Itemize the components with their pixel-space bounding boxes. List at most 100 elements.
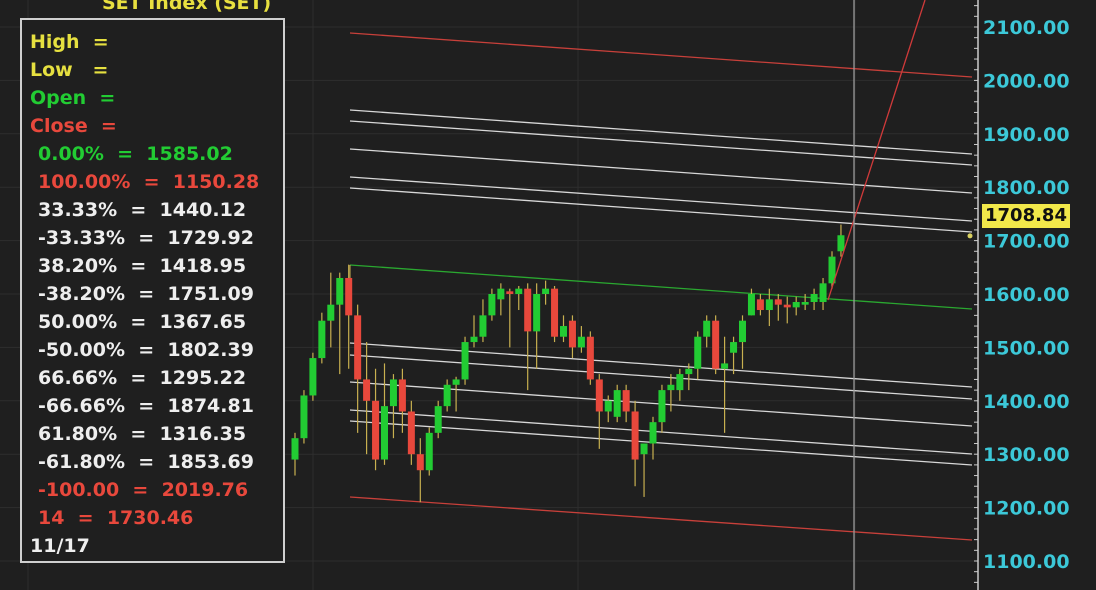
candle-up	[434, 406, 442, 433]
y-tick-label: 1100.00	[983, 551, 1070, 573]
candle-up	[291, 438, 299, 460]
candle-up	[470, 336, 478, 343]
y-tick-label: 1200.00	[983, 498, 1070, 520]
fib-line-upper-red	[349, 32, 973, 78]
candle-down	[783, 304, 791, 308]
candle-up	[613, 390, 621, 417]
fib-level-0: 0.00% = 1585.02	[38, 143, 233, 165]
candle-up	[685, 368, 693, 375]
candle-up	[604, 400, 612, 412]
candle-down	[398, 379, 406, 412]
y-tick-label: 1900.00	[983, 124, 1070, 146]
fib-level-3: -33.33% = 1729.92	[38, 227, 254, 249]
fib-level-7: -50.00% = 1802.39	[38, 339, 254, 361]
candle-down	[622, 390, 630, 412]
candle-up	[461, 342, 469, 380]
fib-level-6: 50.00% = 1367.65	[38, 311, 247, 333]
candle-down	[586, 336, 594, 380]
y-tick-label: 1500.00	[983, 337, 1070, 359]
info-panel: High = Low = Open = Close = 0.00% = 1585…	[20, 18, 285, 563]
candle-up	[694, 336, 702, 369]
fib-levels-list: 0.00% = 1585.02 100.00% = 1150.28 33.33% =…	[30, 140, 283, 532]
fib-line-lower-red	[349, 496, 973, 541]
fib-line-upper	[349, 187, 973, 233]
candle-up	[828, 256, 836, 284]
fib-line-upper	[349, 109, 973, 155]
candle-up	[381, 406, 388, 460]
fib-level-5: -38.20% = 1751.09	[38, 283, 254, 305]
candle-up	[300, 395, 308, 439]
candle-up	[533, 294, 541, 332]
trend-line	[827, 0, 926, 301]
fib-level-2: 33.33% = 1440.12	[38, 199, 247, 221]
fib-level-11: -61.80% = 1853.69	[38, 451, 254, 473]
fib-line-upper	[349, 120, 973, 166]
candle-down	[756, 299, 764, 311]
candle-up	[479, 315, 487, 337]
last-price-badge: 1708.84	[982, 204, 1070, 228]
candle-up	[765, 299, 773, 311]
candle-down	[506, 291, 514, 294]
y-tick-label: 2100.00	[983, 17, 1070, 39]
candle-up	[667, 384, 675, 391]
candle-up	[837, 235, 845, 252]
chart-title: SET Index (SET)	[102, 0, 272, 14]
y-tick-label: 2000.00	[983, 70, 1070, 92]
candle-down	[354, 315, 362, 380]
candle-down	[363, 379, 371, 401]
fib-line-upper	[349, 148, 973, 194]
candle-up	[542, 288, 550, 294]
candle-up	[810, 294, 818, 303]
candle-down	[595, 379, 603, 412]
candle-up	[309, 358, 317, 396]
candle-up	[676, 374, 684, 391]
candle-up	[739, 320, 746, 343]
candle-down	[524, 288, 532, 332]
y-tick-label: 1600.00	[983, 284, 1070, 306]
fib-level-13: 14 = 1730.46	[38, 507, 194, 529]
candle-up	[730, 342, 738, 353]
fib-line-lower	[349, 409, 973, 455]
candle-down	[407, 411, 415, 455]
candle-up	[792, 302, 800, 308]
candle-up	[747, 294, 755, 316]
open-label: Open =	[30, 87, 116, 109]
low-label: Low =	[30, 59, 109, 81]
candle-down	[568, 320, 576, 348]
candle-up	[443, 384, 451, 407]
candle-down	[712, 320, 720, 369]
y-tick-label: 1800.00	[983, 177, 1070, 199]
fib-level-8: 66.66% = 1295.22	[38, 367, 247, 389]
fib-line-lower	[349, 354, 973, 400]
candle-up	[515, 288, 523, 294]
candle-up	[640, 443, 648, 455]
candle-up	[560, 326, 567, 337]
candle-down	[345, 277, 353, 316]
candle-down	[631, 411, 639, 460]
y-tick-label: 1300.00	[983, 444, 1070, 466]
y-tick-label: 1700.00	[983, 231, 1070, 253]
candle-up	[703, 320, 711, 337]
candle-up	[649, 422, 657, 444]
candle-down	[551, 288, 559, 337]
y-tick-label: 1400.00	[983, 391, 1070, 413]
candle-up	[488, 294, 496, 316]
candle-down	[774, 299, 782, 305]
fib-level-1: 100.00% = 1150.28	[38, 171, 260, 193]
candle-down	[372, 400, 380, 460]
high-label: High =	[30, 31, 109, 53]
fib-line-lower	[349, 342, 973, 388]
candle-up	[389, 379, 397, 407]
candle-up	[801, 302, 809, 305]
fib-line-lower	[349, 420, 973, 466]
fib-level-9: -66.66% = 1874.81	[38, 395, 254, 417]
candle-up	[819, 283, 827, 303]
close-label: Close =	[30, 115, 117, 137]
candle-up	[425, 432, 433, 471]
fib-level-12: -100.00 = 2019.76	[38, 479, 249, 501]
candle-down	[416, 454, 424, 471]
fib-level-4: 38.20% = 1418.95	[38, 255, 247, 277]
candle-up	[721, 363, 729, 369]
fib-line-upper	[349, 176, 973, 222]
